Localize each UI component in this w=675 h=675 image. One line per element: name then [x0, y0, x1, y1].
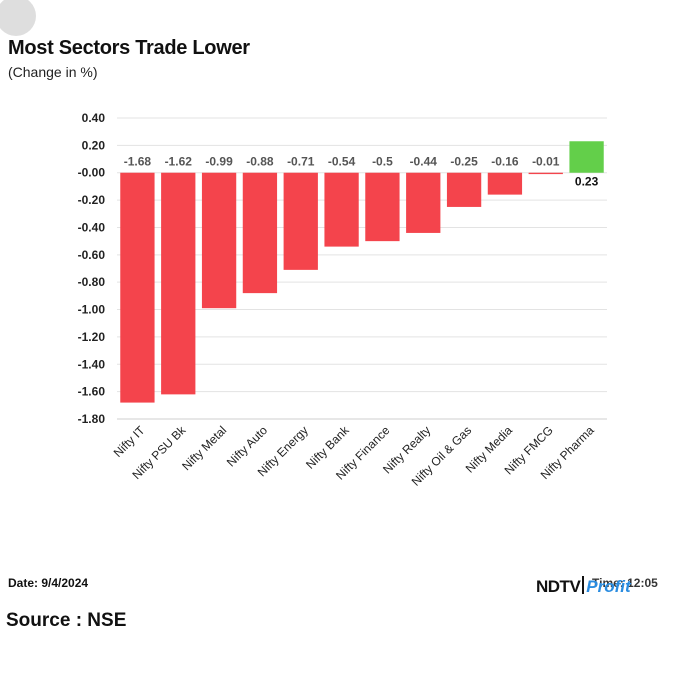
y-tick-label: -1.60	[78, 385, 106, 399]
y-tick-label: 0.40	[82, 111, 106, 125]
bar	[324, 172, 359, 247]
source-label: Source : NSE	[6, 610, 127, 631]
ndtv-profit-logo: NDTV Profit	[536, 576, 631, 600]
data-label: 0.23	[575, 175, 599, 189]
bar	[569, 141, 604, 173]
y-tick-label: -1.00	[78, 303, 106, 317]
data-label: -0.71	[287, 155, 315, 169]
bar	[161, 172, 196, 395]
bar	[242, 172, 278, 294]
data-label: -0.88	[246, 155, 274, 169]
corner-dot	[0, 0, 36, 36]
y-tick-label: -1.20	[78, 330, 106, 344]
data-label: -1.62	[165, 155, 193, 169]
logo-separator	[582, 576, 585, 594]
y-tick-label: 0.20	[82, 138, 106, 152]
y-tick-label: -0.00	[78, 166, 106, 180]
time-label: Time: 12:05	[592, 576, 658, 590]
data-label: -1.68	[124, 155, 152, 169]
x-tick-label: Nifty IT	[111, 423, 148, 460]
data-label: -0.16	[491, 155, 519, 169]
data-label: -0.99	[205, 155, 233, 169]
page-subtitle: (Change in %)	[8, 64, 98, 80]
data-label: -0.54	[328, 155, 356, 169]
logo-main-text: NDTV	[536, 577, 581, 596]
y-tick-label: -0.20	[78, 193, 106, 207]
y-tick-label: -0.60	[78, 248, 106, 262]
data-label: -0.25	[450, 155, 478, 169]
x-tick-label: Nifty Metal	[179, 423, 229, 473]
bar	[365, 172, 400, 242]
y-tick-label: -1.40	[78, 357, 106, 371]
bar	[528, 172, 563, 175]
bar	[487, 172, 523, 195]
bar	[201, 172, 237, 309]
page-title: Most Sectors Trade Lower	[8, 37, 250, 59]
y-tick-label: -1.80	[78, 412, 106, 426]
bar	[406, 172, 441, 233]
bar	[283, 172, 318, 270]
data-label: -0.01	[532, 155, 560, 169]
logo-accent-text: Profit	[586, 577, 631, 596]
date-label: Date: 9/4/2024	[8, 576, 89, 590]
y-tick-label: -0.80	[78, 275, 106, 289]
data-label: -0.5	[372, 155, 393, 169]
bar	[120, 172, 155, 403]
bar	[446, 172, 482, 207]
y-tick-label: -0.40	[78, 220, 106, 234]
data-label: -0.44	[410, 155, 438, 169]
